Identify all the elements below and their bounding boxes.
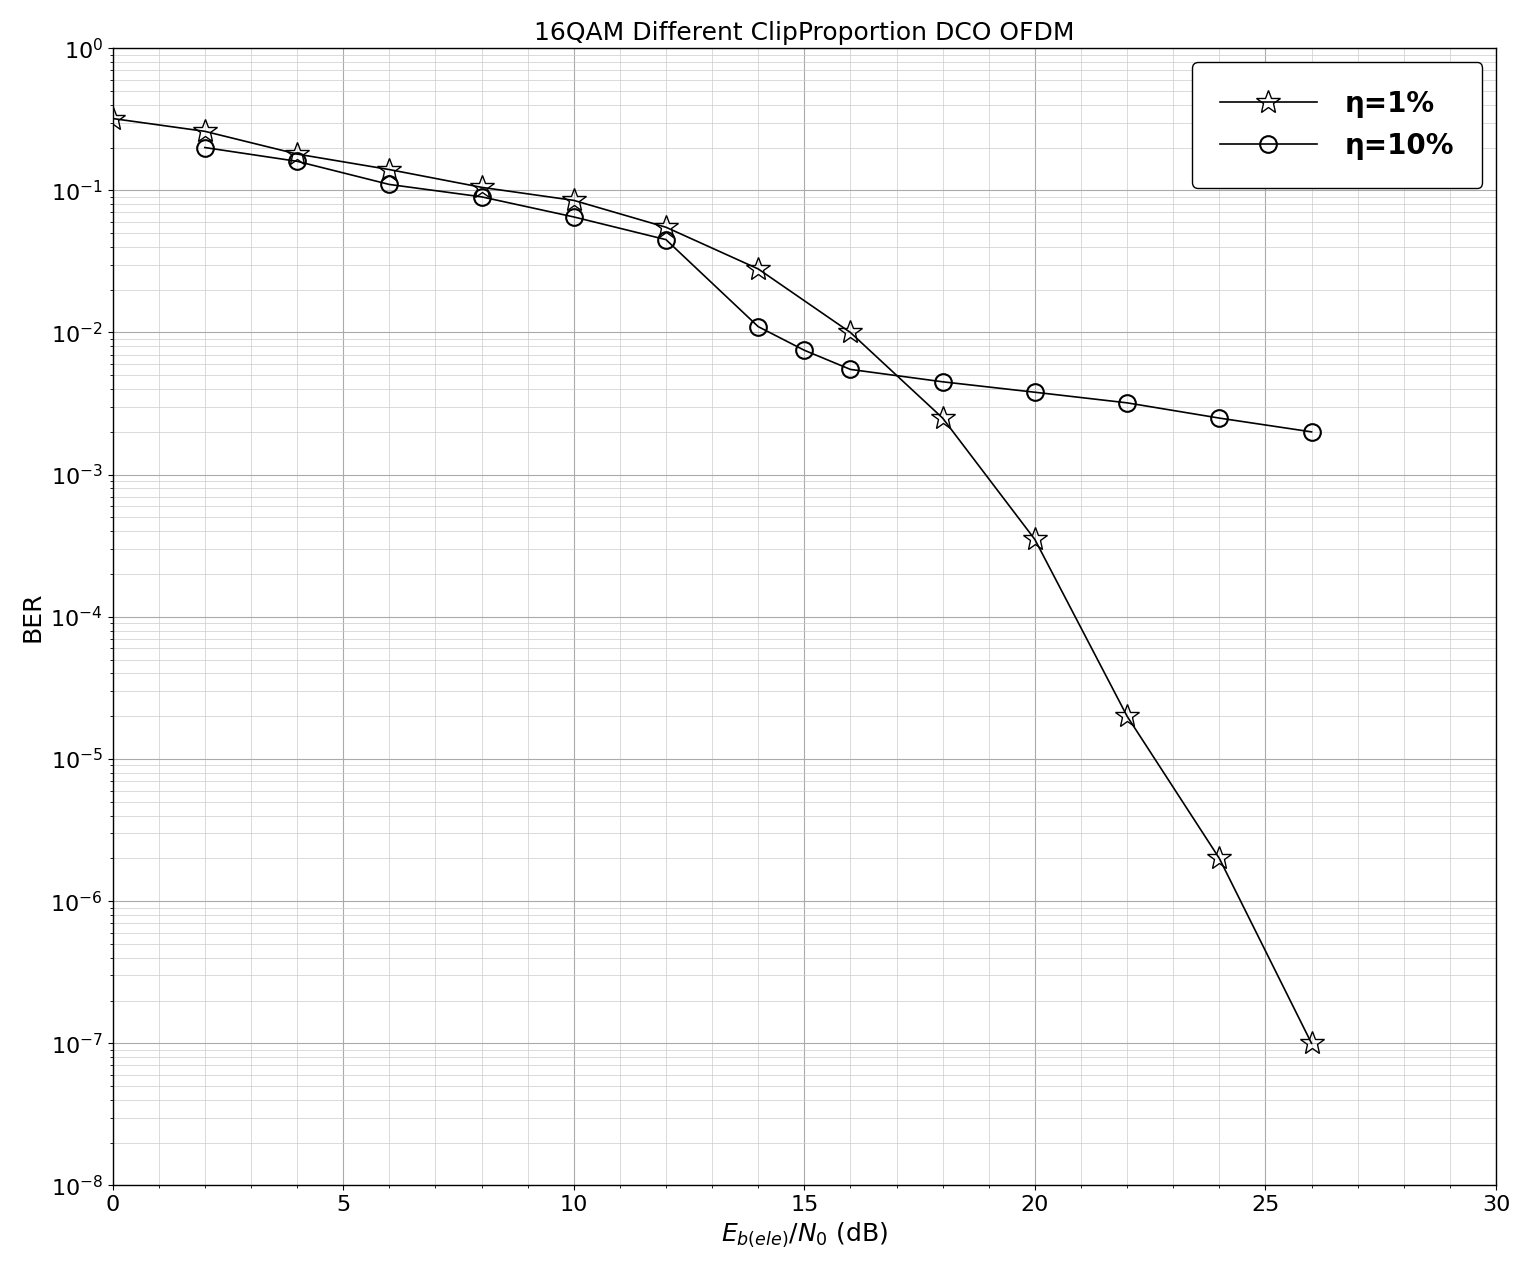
Legend: η=1%, η=10%: η=1%, η=10% [1193, 62, 1482, 188]
η=1% [473, 179, 491, 194]
η=10% [1118, 395, 1136, 410]
η=10% [1026, 385, 1044, 400]
η=1% [1118, 709, 1136, 724]
η=1% [288, 146, 306, 161]
η=1% [657, 220, 675, 235]
η=1% [196, 123, 214, 138]
η=1% [565, 193, 583, 208]
η=10% [934, 375, 952, 390]
η=1% [934, 410, 952, 425]
η=10% [565, 210, 583, 225]
η=10% [1303, 424, 1321, 439]
η=1% [841, 325, 859, 340]
η=10% [749, 319, 767, 334]
Title: 16QAM Different ClipProportion DCO OFDM: 16QAM Different ClipProportion DCO OFDM [534, 20, 1075, 44]
η=10% [473, 189, 491, 204]
η=1% [1303, 1036, 1321, 1052]
Line: η=10%: η=10% [196, 140, 1320, 441]
η=10% [288, 154, 306, 169]
X-axis label: $E_{b(ele)}/N_0$ (dB): $E_{b(ele)}/N_0$ (dB) [721, 1220, 888, 1250]
η=1% [1026, 532, 1044, 547]
η=1% [1209, 851, 1228, 866]
η=10% [841, 362, 859, 377]
η=1% [749, 262, 767, 277]
η=10% [795, 343, 813, 358]
η=1% [104, 110, 122, 126]
Line: η=1%: η=1% [100, 105, 1324, 1055]
η=1% [380, 163, 398, 178]
η=10% [380, 177, 398, 192]
η=10% [657, 232, 675, 248]
η=10% [196, 140, 214, 155]
η=10% [1209, 410, 1228, 425]
Y-axis label: BER: BER [21, 592, 44, 643]
